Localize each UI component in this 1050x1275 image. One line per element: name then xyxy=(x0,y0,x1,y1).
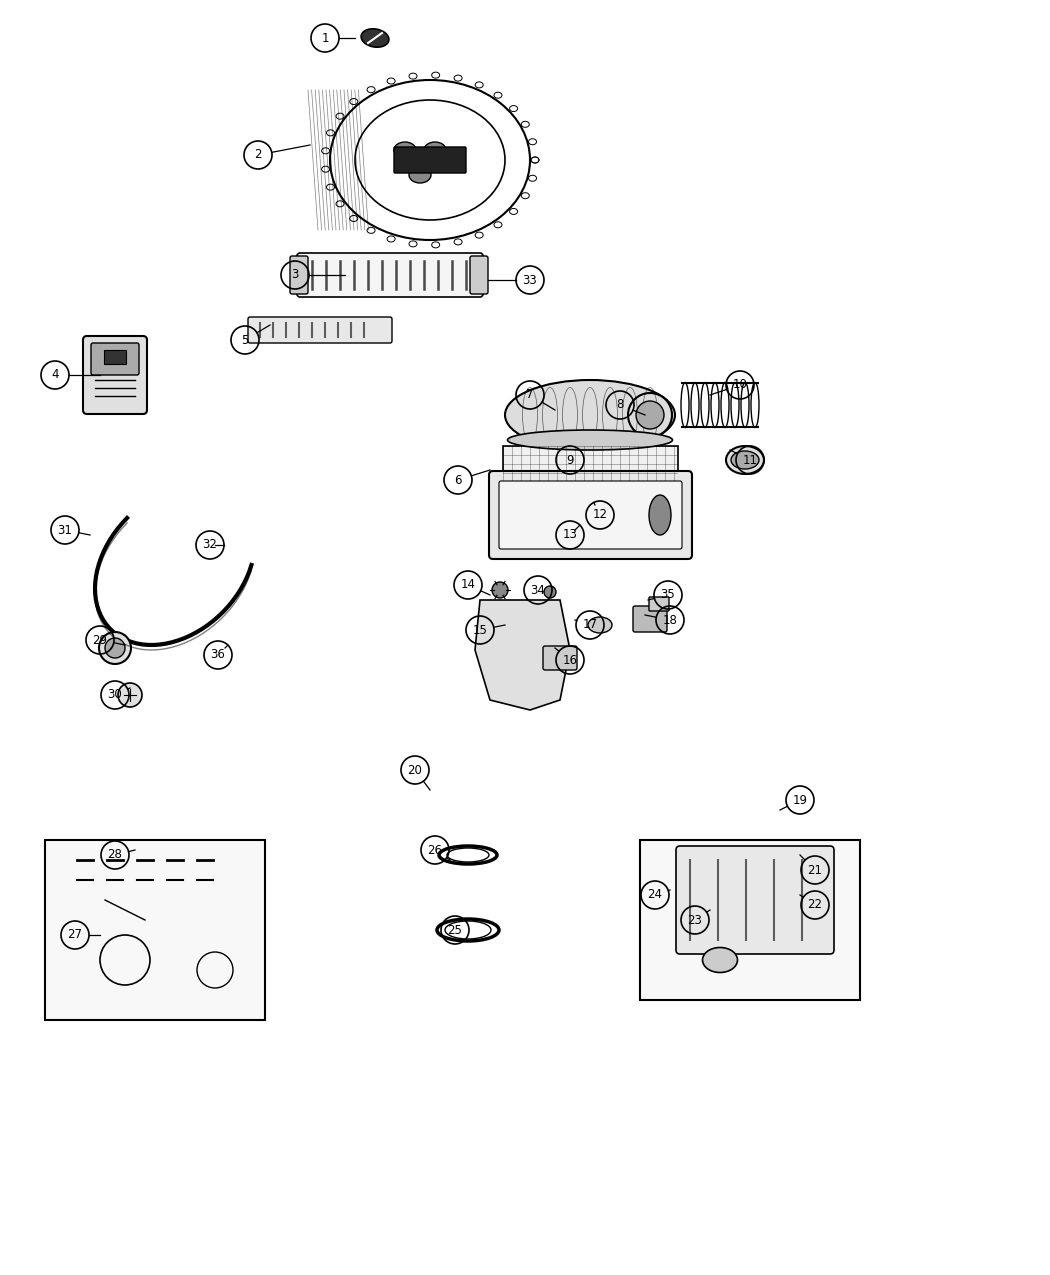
Text: 2: 2 xyxy=(254,148,261,162)
Text: 24: 24 xyxy=(648,889,663,901)
Text: 18: 18 xyxy=(663,613,677,626)
FancyBboxPatch shape xyxy=(503,446,678,485)
Text: 28: 28 xyxy=(107,848,123,862)
FancyBboxPatch shape xyxy=(83,337,147,414)
Ellipse shape xyxy=(447,848,489,862)
Polygon shape xyxy=(475,601,570,710)
Text: 25: 25 xyxy=(447,923,462,937)
FancyBboxPatch shape xyxy=(543,646,578,669)
FancyBboxPatch shape xyxy=(290,256,308,295)
FancyBboxPatch shape xyxy=(248,317,392,343)
FancyBboxPatch shape xyxy=(297,252,483,297)
FancyBboxPatch shape xyxy=(676,847,834,954)
Circle shape xyxy=(544,586,556,598)
Ellipse shape xyxy=(649,495,671,536)
Circle shape xyxy=(118,683,142,708)
Text: 4: 4 xyxy=(51,368,59,381)
Ellipse shape xyxy=(702,947,737,973)
Text: 22: 22 xyxy=(807,899,822,912)
Ellipse shape xyxy=(445,921,491,938)
FancyBboxPatch shape xyxy=(489,470,692,558)
Circle shape xyxy=(492,581,508,598)
Text: 21: 21 xyxy=(807,863,822,876)
Text: 11: 11 xyxy=(742,454,757,467)
FancyBboxPatch shape xyxy=(394,147,466,173)
Text: 7: 7 xyxy=(526,389,533,402)
Text: 16: 16 xyxy=(563,654,578,667)
Text: 9: 9 xyxy=(566,454,573,467)
Text: 12: 12 xyxy=(592,509,608,521)
Circle shape xyxy=(636,402,664,428)
Text: 29: 29 xyxy=(92,634,107,646)
Text: 10: 10 xyxy=(733,379,748,391)
Text: 31: 31 xyxy=(58,524,72,537)
Text: 20: 20 xyxy=(407,764,422,776)
Text: 5: 5 xyxy=(242,334,249,347)
Ellipse shape xyxy=(424,142,446,158)
Text: 26: 26 xyxy=(427,844,442,857)
Text: 33: 33 xyxy=(523,274,538,287)
Circle shape xyxy=(99,632,131,664)
Text: 19: 19 xyxy=(793,793,807,807)
Text: 6: 6 xyxy=(455,473,462,487)
Ellipse shape xyxy=(410,167,430,184)
Ellipse shape xyxy=(588,617,612,632)
Text: 15: 15 xyxy=(472,623,487,636)
FancyBboxPatch shape xyxy=(470,256,488,295)
Text: 36: 36 xyxy=(211,649,226,662)
Ellipse shape xyxy=(505,380,675,450)
Text: 23: 23 xyxy=(688,913,702,927)
FancyBboxPatch shape xyxy=(499,481,682,550)
Text: 32: 32 xyxy=(203,538,217,552)
Text: 8: 8 xyxy=(616,399,624,412)
Ellipse shape xyxy=(394,142,416,158)
Text: 27: 27 xyxy=(67,928,83,941)
Polygon shape xyxy=(640,840,860,1000)
Ellipse shape xyxy=(726,446,764,474)
Text: 34: 34 xyxy=(530,584,545,597)
Text: 3: 3 xyxy=(291,269,298,282)
Polygon shape xyxy=(45,840,265,1020)
FancyBboxPatch shape xyxy=(633,606,667,632)
FancyBboxPatch shape xyxy=(104,351,126,363)
Text: 35: 35 xyxy=(660,589,675,602)
FancyBboxPatch shape xyxy=(649,597,669,611)
Text: 14: 14 xyxy=(461,579,476,592)
FancyBboxPatch shape xyxy=(91,343,139,375)
Circle shape xyxy=(628,393,672,437)
Circle shape xyxy=(105,638,125,658)
Text: 30: 30 xyxy=(107,688,123,701)
Ellipse shape xyxy=(361,29,388,47)
Ellipse shape xyxy=(731,451,759,469)
Text: 1: 1 xyxy=(321,32,329,45)
Text: 17: 17 xyxy=(583,618,597,631)
Text: 13: 13 xyxy=(563,529,578,542)
Ellipse shape xyxy=(507,430,672,450)
